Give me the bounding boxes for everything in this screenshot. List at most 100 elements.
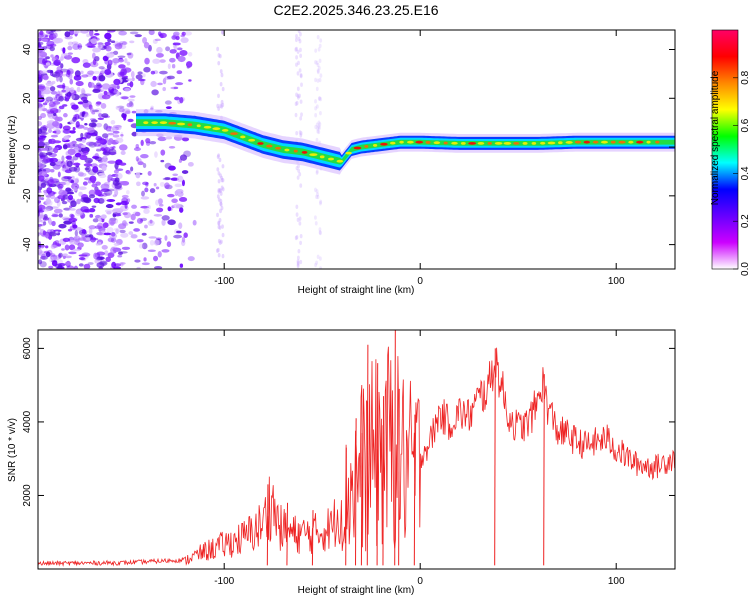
spectrogram-streak-cell <box>316 78 320 83</box>
spectrogram-noise-cell <box>57 264 63 269</box>
spectrogram-noise-cell <box>87 70 95 75</box>
spectrogram-noise-cell <box>42 230 46 236</box>
spectrogram-noise-cell <box>62 253 68 256</box>
spectrogram-noise-cell <box>39 70 48 75</box>
spectrogram-noise-cell <box>49 146 54 152</box>
spectrogram-noise-cell <box>84 157 93 164</box>
spectrogram-streak-cell <box>296 259 300 264</box>
spectrogram-noise-cell <box>126 52 132 56</box>
spectrogram-streak-cell <box>217 197 221 202</box>
spectrogram-noise-cell <box>178 222 183 230</box>
spectrogram-noise-cell <box>160 159 165 163</box>
ridge-peak <box>187 123 193 127</box>
ridge-peak <box>443 141 448 145</box>
spectrogram-noise-cell <box>89 30 94 37</box>
spectrogram-noise-cell <box>120 133 124 137</box>
spectrogram-noise-cell <box>128 221 134 224</box>
spectrogram-noise-cell <box>114 177 120 183</box>
ridge-peak <box>583 140 591 144</box>
spectrogram-noise-cell <box>133 228 140 232</box>
spectrogram-streak-cell <box>318 96 322 101</box>
spectrogram-noise-cell <box>145 137 151 144</box>
spectrogram-noise-cell <box>99 256 103 261</box>
spectrogram-streak-cell <box>217 179 221 184</box>
spectrogram-streak-cell <box>319 38 323 43</box>
spectrogram-noise-cell <box>165 46 171 52</box>
spectrogram-noise-cell <box>38 223 43 227</box>
spectrogram-frame <box>37 29 676 270</box>
spectrogram-noise-cell <box>183 232 188 238</box>
colorbar-tick-label: 0.8 <box>740 70 750 84</box>
spectrogram-noise-cell <box>74 229 78 237</box>
spectrogram-noise-cell <box>58 252 64 258</box>
spectrogram-streak-cell <box>296 49 300 54</box>
snr-x-tick-label: 100 <box>608 576 625 587</box>
spectrogram-noise-cell <box>144 224 148 229</box>
spectrogram-noise-cell <box>181 170 189 174</box>
spectrogram-noise-cell <box>75 227 83 231</box>
spectrogram-noise-cell <box>52 121 59 127</box>
snr-spike <box>345 447 347 566</box>
spectrogram-noise-cell <box>164 176 171 180</box>
spectrogram-noise-cell <box>45 195 52 198</box>
spectrogram-streak-cell <box>315 137 319 143</box>
spectrogram-noise-cell <box>42 157 52 163</box>
spectrogram-noise-cell <box>65 155 72 160</box>
spectrogram-noise-cell <box>38 218 42 223</box>
colorbar-tick-label: 0.2 <box>740 214 750 228</box>
spectrogram-noise-cell <box>154 266 163 269</box>
spectrogram-noise-cell <box>96 147 101 152</box>
spectrogram-noise-cell <box>101 244 108 250</box>
spectrogram-noise-cell <box>63 218 72 221</box>
spectrogram-streak-cell <box>319 201 322 206</box>
spectrogram-noise-cell <box>72 182 78 186</box>
spectrogram-noise-cell <box>126 78 134 81</box>
spectrogram-noise-cell <box>53 254 60 261</box>
spectrogram-noise-cell <box>79 154 88 161</box>
spectrogram-noise-cell <box>173 31 180 36</box>
spectrogram-noise-cell <box>96 251 106 256</box>
spectrogram-noise-cell <box>143 257 147 262</box>
spectrogram-noise-cell <box>94 32 100 36</box>
spectrogram-noise-cell <box>129 81 134 88</box>
spectrogram-streak-cell <box>217 93 220 99</box>
spectrogram-noise-cell <box>171 63 176 69</box>
spectrogram-noise-cell <box>78 149 83 153</box>
spectrogram-noise-cell <box>67 41 74 46</box>
spectrogram-streak-cell <box>219 208 222 214</box>
spectrogram-noise-cell <box>144 57 150 65</box>
spectrogram-noise-cell <box>105 204 114 209</box>
spectrogram-noise-cell <box>179 96 184 104</box>
spectrogram-noise-cell <box>43 142 50 146</box>
spectrogram-noise-cell <box>38 147 41 151</box>
spectrogram-noise-cell <box>113 266 122 269</box>
spectrogram-noise-cell <box>164 235 168 241</box>
spectrogram-streak-cell <box>317 120 321 125</box>
ridge-peak <box>372 143 378 147</box>
spectrogram-ridge <box>136 109 675 175</box>
spectrogram-streak-cell <box>314 187 317 193</box>
spectrogram-noise-cell <box>153 255 159 262</box>
spectrogram-streak-cell <box>319 73 323 78</box>
spectrogram-noise-cell <box>63 113 68 118</box>
spectrogram-streak-cell <box>300 112 303 117</box>
spectrogram-noise-cell <box>50 254 58 261</box>
spectrogram-noise-cell <box>179 263 184 268</box>
spectrogram-noise-cell <box>115 137 124 144</box>
spectrogram-noise-cell <box>98 66 105 70</box>
spectrogram-noise-cell <box>155 186 160 190</box>
spectrogram-noise-cell <box>115 124 122 131</box>
spectrogram-noise-cell <box>98 74 106 82</box>
spectrogram-noise-cell <box>83 263 91 269</box>
spectrogram-noise-cell <box>140 217 148 222</box>
spectrogram-noise-cell <box>50 169 55 173</box>
spectrogram-noise-cell <box>50 70 54 74</box>
snr-spike <box>494 348 496 566</box>
spectrogram-noise-cell <box>129 31 139 35</box>
snr-x-tick-label: -100 <box>214 576 234 587</box>
spectrogram-noise-cell <box>74 210 83 217</box>
spectrogram-noise-cell <box>40 112 47 119</box>
spectrogram-noise-cell <box>112 194 117 198</box>
spectrogram-noise-cell <box>168 165 176 171</box>
